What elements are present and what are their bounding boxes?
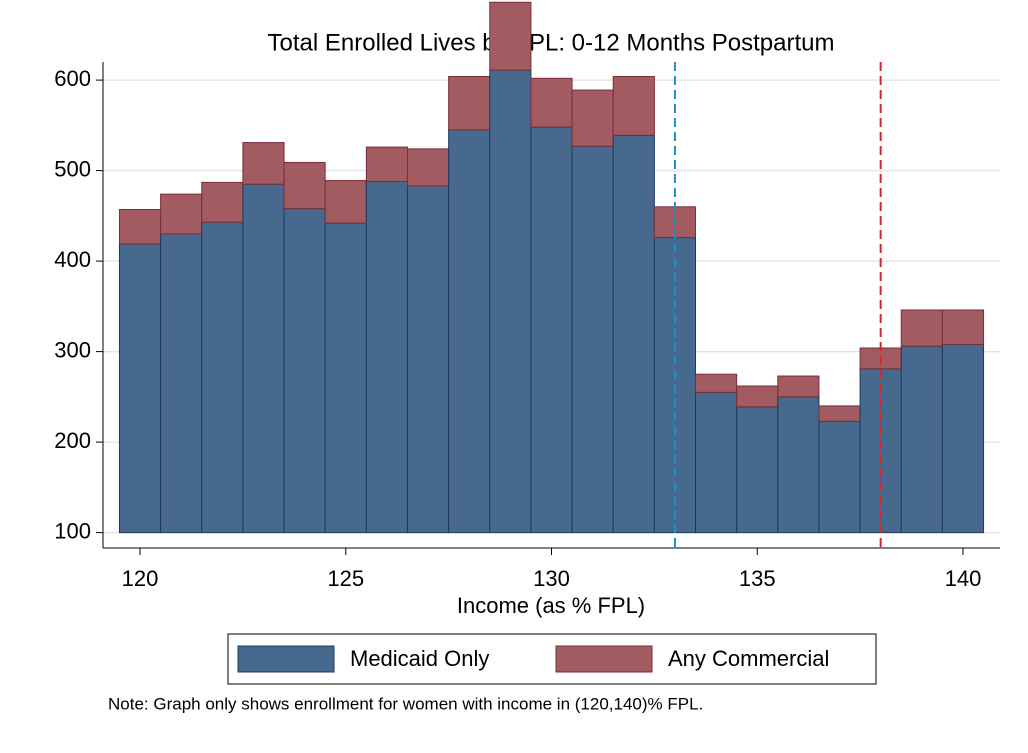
bar (777, 396, 820, 534)
bar (160, 193, 203, 235)
x-tick-label: 135 (739, 566, 776, 591)
y-tick-label: 600 (54, 66, 91, 91)
bar (118, 209, 162, 245)
bar (736, 406, 779, 534)
bar (818, 405, 861, 422)
bar (448, 75, 491, 131)
bar (777, 375, 820, 398)
bar (201, 221, 244, 534)
legend-box (227, 633, 877, 685)
bar (324, 222, 367, 534)
bar (900, 309, 943, 347)
note: Note: Graph only shows enrollment for wo… (108, 694, 703, 713)
bar (242, 183, 285, 534)
chart-title: Total Enrolled Lives by FPL: 0-12 Months… (268, 29, 835, 56)
x-tick-label: 125 (327, 566, 364, 591)
y-tick-label: 300 (54, 337, 91, 362)
bar (941, 343, 985, 534)
bar (283, 208, 326, 534)
y-tick-label: 400 (54, 247, 91, 272)
bar (736, 385, 779, 408)
y-tick-label: 200 (54, 428, 91, 453)
bar (612, 75, 655, 136)
bar (365, 180, 408, 534)
bar (160, 233, 203, 534)
x-tick-label: 130 (533, 566, 570, 591)
bar (118, 243, 162, 534)
bar (571, 89, 614, 147)
legend-label: Any Commercial (668, 646, 829, 671)
legend-label: Medicaid Only (350, 646, 489, 671)
legend-swatch (237, 645, 335, 673)
bar (406, 148, 450, 187)
bar (448, 129, 491, 534)
bar (242, 142, 285, 185)
bar (201, 181, 244, 223)
bar (489, 1, 532, 71)
bar (283, 161, 326, 210)
y-tick-label: 500 (54, 156, 91, 181)
bar (941, 309, 985, 345)
bar (695, 373, 738, 393)
bar (489, 69, 532, 534)
bar (365, 146, 408, 182)
bar (530, 77, 573, 128)
bar (859, 368, 902, 534)
bar (571, 145, 614, 534)
bar (530, 126, 573, 534)
bar (695, 391, 738, 534)
legend-swatch (555, 645, 653, 673)
bar (324, 180, 367, 224)
bar (406, 185, 450, 534)
x-axis-label: Income (as % FPL) (457, 593, 645, 618)
bar (612, 134, 655, 534)
bar (818, 420, 861, 534)
x-tick-label: 120 (122, 566, 159, 591)
y-tick-label: 100 (54, 518, 91, 543)
bar (900, 345, 943, 534)
x-tick-label: 140 (945, 566, 982, 591)
